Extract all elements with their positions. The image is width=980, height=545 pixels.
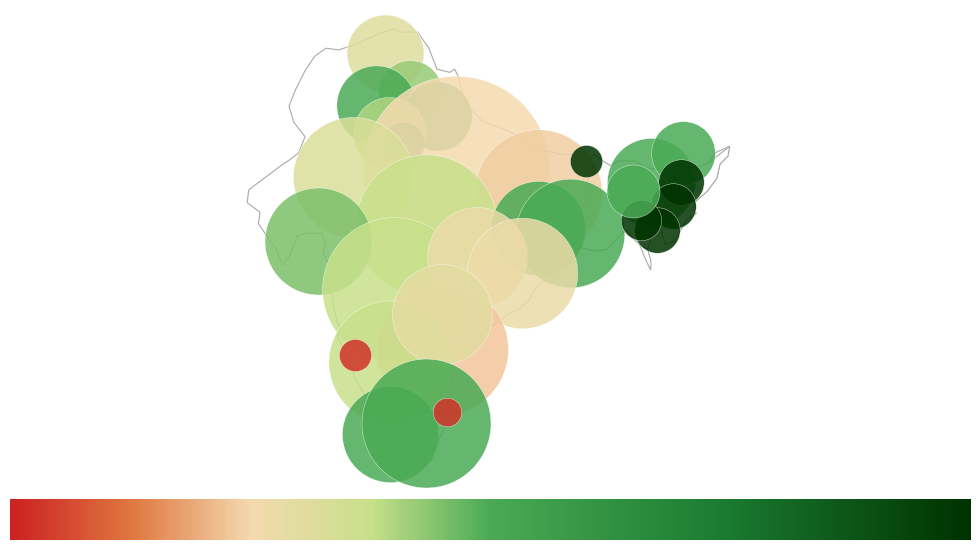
Point <box>434 344 450 353</box>
Point <box>395 139 411 148</box>
Point <box>347 351 363 360</box>
Point <box>402 87 417 96</box>
Point <box>675 148 691 157</box>
Point <box>368 100 383 109</box>
Point <box>377 49 393 57</box>
Point <box>434 309 450 318</box>
Point <box>382 358 398 366</box>
Point <box>563 229 578 238</box>
Point <box>665 202 681 210</box>
Point <box>417 419 433 427</box>
Point <box>578 156 594 165</box>
Point <box>650 226 665 234</box>
Point <box>469 253 485 262</box>
Point <box>625 187 641 196</box>
Point <box>530 189 546 197</box>
Point <box>633 216 649 225</box>
Point <box>643 177 659 186</box>
Point <box>514 269 530 278</box>
Point <box>429 111 445 120</box>
Point <box>310 237 325 246</box>
Point <box>439 407 455 416</box>
Point <box>381 129 397 138</box>
Polygon shape <box>570 147 730 251</box>
Point <box>673 177 689 186</box>
Point <box>382 430 398 439</box>
Point <box>530 224 546 233</box>
Point <box>417 221 433 229</box>
Point <box>386 285 402 294</box>
Point <box>346 173 362 181</box>
Point <box>449 165 465 173</box>
Polygon shape <box>247 29 730 474</box>
